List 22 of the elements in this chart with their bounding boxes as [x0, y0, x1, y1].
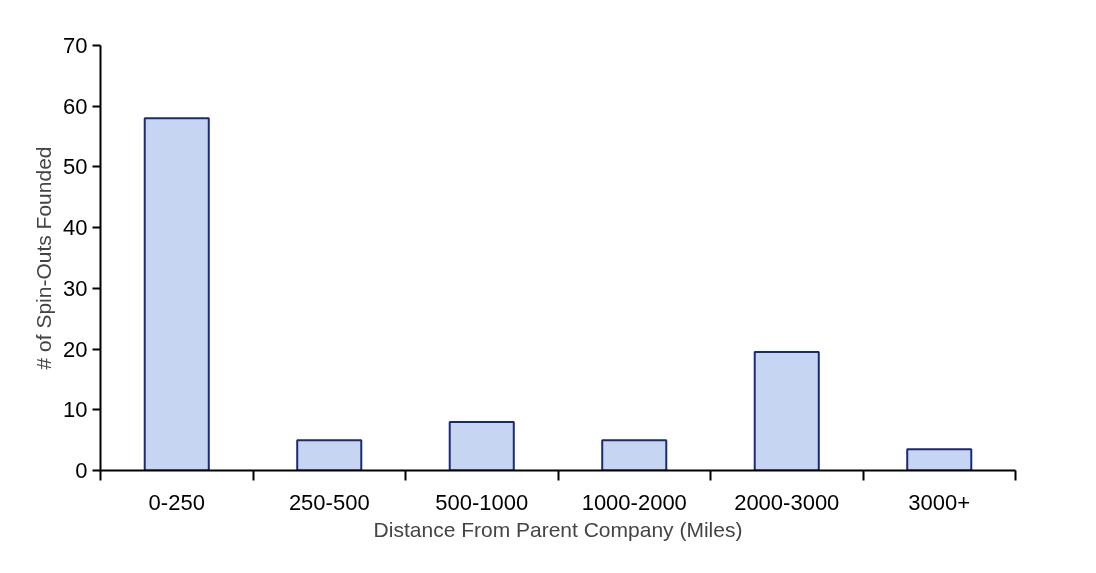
y-tick-label: 20 — [63, 336, 88, 362]
bar — [601, 439, 668, 471]
x-tick-label: 2000-3000 — [734, 489, 840, 515]
y-tick-label: 0 — [75, 458, 88, 483]
x-tick-label: 500-1000 — [435, 489, 529, 515]
x-tick-label: 1000-2000 — [581, 489, 687, 515]
bar — [753, 351, 820, 471]
x-tick-label: 0-250 — [148, 489, 205, 515]
bar — [906, 448, 973, 471]
y-tick-label: 40 — [63, 215, 88, 241]
y-tick-label: 60 — [63, 93, 88, 119]
x-tick-label: 3000+ — [908, 489, 971, 515]
bar — [296, 439, 363, 471]
y-tick-label: 10 — [63, 397, 88, 423]
y-axis-title: # of Spin-Outs Founded — [32, 146, 56, 370]
y-tick-label: 30 — [63, 275, 88, 301]
bar — [448, 420, 515, 471]
x-axis-title: Distance From Parent Company (Miles) — [373, 517, 743, 541]
x-tick-label: 250-500 — [288, 489, 370, 515]
y-tick-label: 50 — [63, 154, 88, 180]
bar — [143, 117, 210, 471]
y-tick-label: 70 — [63, 33, 88, 58]
